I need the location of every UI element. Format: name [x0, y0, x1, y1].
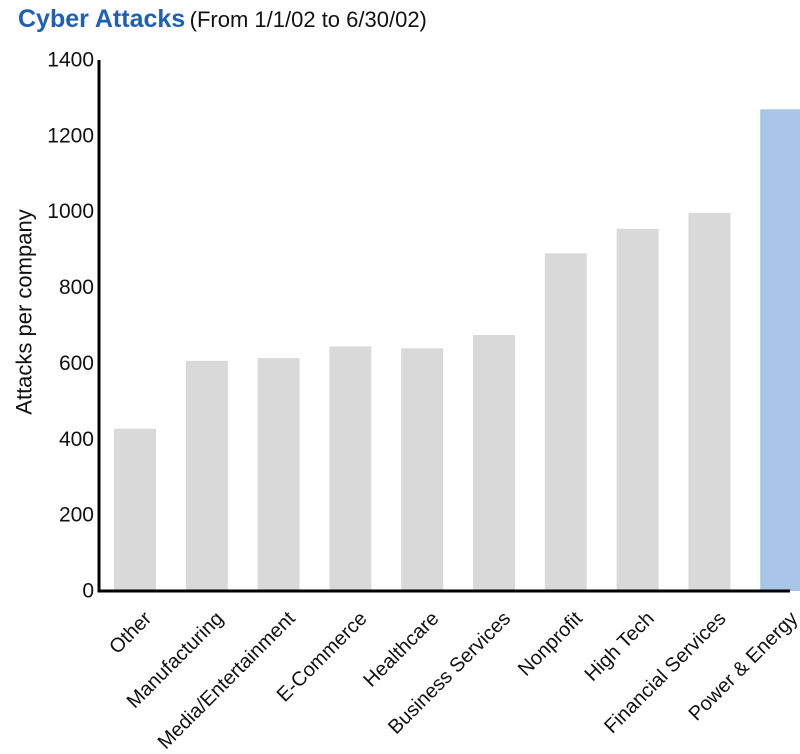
x-tick-label: Media/Entertainment: [154, 607, 300, 753]
bar-manufacturing: [185, 360, 228, 591]
axes-layer: [97, 60, 790, 593]
bar-nonprofit: [544, 253, 587, 591]
chart-title: Cyber Attacks (From 1/1/02 to 6/30/02): [18, 4, 427, 38]
bar-power-energy: [760, 109, 800, 592]
y-tick-label: 1000: [47, 200, 94, 223]
bar-healthcare: [401, 348, 444, 591]
chart-title-main: Cyber Attacks: [18, 5, 186, 33]
y-tick-label: 0: [82, 580, 94, 603]
bar-other: [114, 428, 156, 591]
bar-e-commerce: [329, 346, 372, 591]
x-tick-label: Other: [105, 607, 156, 658]
y-tick-label: 1200: [47, 124, 94, 147]
x-tick-label: Nonprofit: [514, 607, 587, 680]
x-ticks-layer: OtherManufacturingMedia/EntertainmentE-C…: [105, 607, 800, 753]
bars-layer: [114, 109, 800, 592]
bar-financial-services: [688, 212, 731, 591]
y-axis-label: Attacks per company: [12, 209, 37, 414]
x-tick-label: Business Services: [384, 608, 515, 739]
y-tick-label: 200: [59, 504, 94, 527]
y-tick-label: 800: [59, 276, 94, 299]
y-tick-label: 600: [59, 352, 94, 375]
x-tick-label: High Tech: [581, 608, 659, 686]
y-tick-label: 400: [59, 428, 94, 451]
y-ticks-layer: 0 200 400 600 800 1000 1200 1400: [47, 49, 94, 603]
x-tick-label: Financial Services: [600, 608, 730, 738]
chart-subtitle: (From 1/1/02 to 6/30/02): [189, 7, 427, 32]
bar-high-tech: [616, 228, 659, 592]
y-tick-label: 1400: [47, 49, 94, 72]
bar-business-services: [473, 335, 515, 591]
bar-media-entertainment: [257, 358, 300, 591]
